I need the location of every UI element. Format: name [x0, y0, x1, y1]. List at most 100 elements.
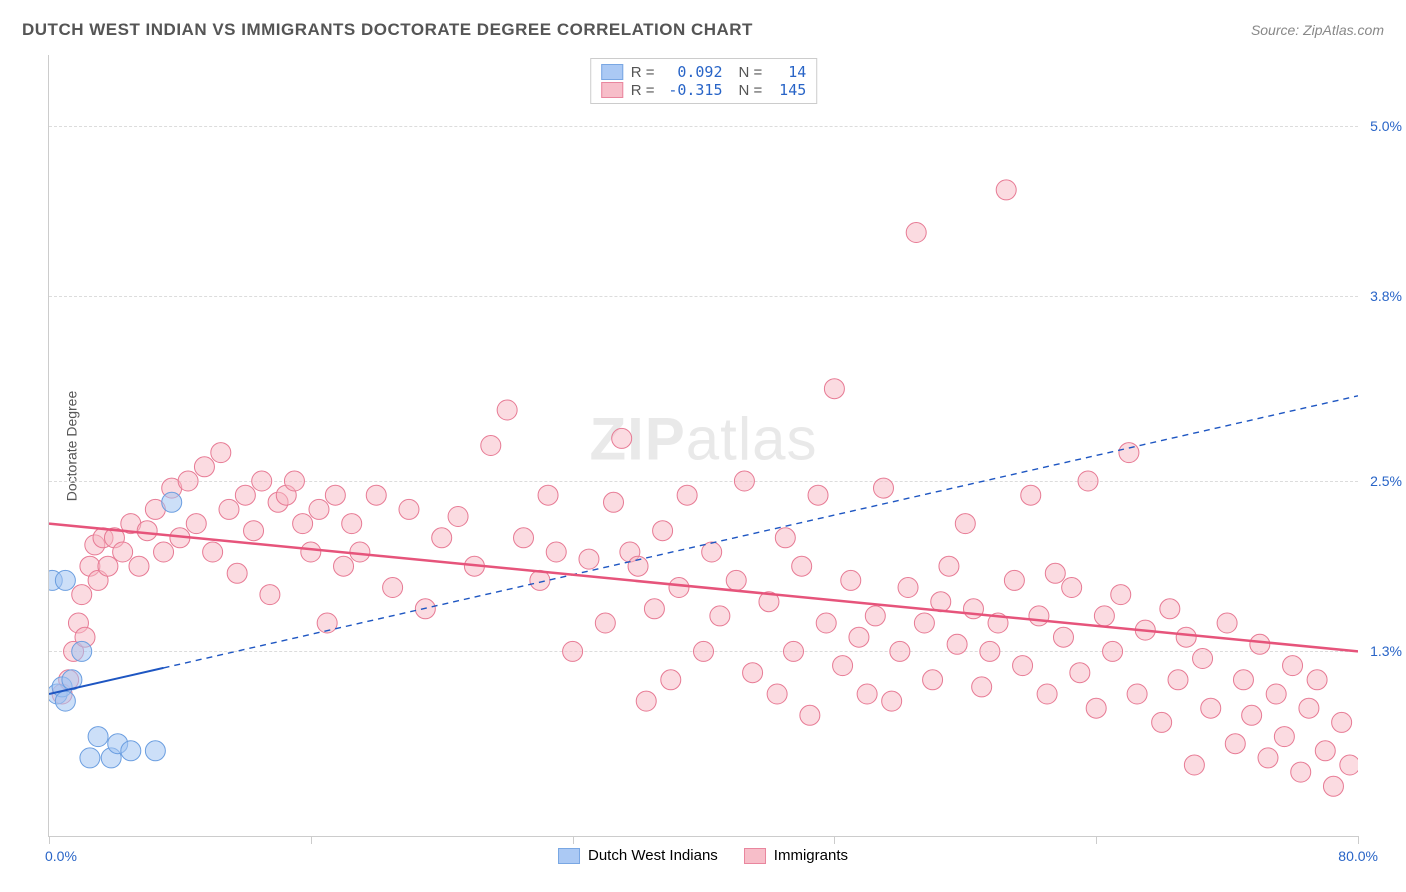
scatter-point-pink [203, 542, 223, 562]
scatter-point-blue [80, 748, 100, 768]
r-value-pink: -0.315 [663, 81, 723, 99]
scatter-point-pink [178, 471, 198, 491]
scatter-point-pink [1029, 606, 1049, 626]
scatter-point-pink [284, 471, 304, 491]
x-tick [1358, 836, 1359, 844]
x-tick-label-min: 0.0% [45, 848, 77, 864]
legend-label-pink: Immigrants [774, 847, 848, 864]
scatter-point-pink [1160, 599, 1180, 619]
scatter-point-pink [1258, 748, 1278, 768]
scatter-point-pink [186, 514, 206, 534]
scatter-point-pink [1242, 705, 1262, 725]
scatter-point-pink [1045, 563, 1065, 583]
scatter-point-pink [890, 641, 910, 661]
scatter-point-pink [849, 627, 869, 647]
n-value-blue: 14 [770, 63, 806, 81]
scatter-point-pink [783, 641, 803, 661]
scatter-point-pink [1053, 627, 1073, 647]
scatter-point-pink [1307, 670, 1327, 690]
scatter-point-pink [1340, 755, 1358, 775]
scatter-point-pink [497, 400, 517, 420]
y-tick-label: 1.3% [1370, 643, 1402, 659]
scatter-point-pink [1078, 471, 1098, 491]
series-legend: Dutch West Indians Immigrants [558, 847, 848, 864]
scatter-point-pink [726, 570, 746, 590]
r-label: R = [631, 64, 655, 81]
swatch-pink [601, 82, 623, 98]
scatter-point-pink [1094, 606, 1114, 626]
scatter-point-pink [325, 485, 345, 505]
x-tick [834, 836, 835, 844]
scatter-point-pink [1119, 443, 1139, 463]
scatter-point-pink [383, 578, 403, 598]
scatter-point-pink [309, 499, 329, 519]
scatter-point-blue [55, 691, 75, 711]
scatter-point-blue [162, 492, 182, 512]
scatter-point-pink [1299, 698, 1319, 718]
trend-line-pink [49, 524, 1358, 652]
scatter-point-pink [833, 656, 853, 676]
scatter-point-pink [980, 641, 1000, 661]
scatter-point-pink [342, 514, 362, 534]
scatter-point-pink [677, 485, 697, 505]
scatter-point-pink [137, 521, 157, 541]
scatter-point-pink [1176, 627, 1196, 647]
scatter-point-pink [644, 599, 664, 619]
scatter-point-blue [145, 741, 165, 761]
scatter-point-pink [865, 606, 885, 626]
scatter-point-pink [1103, 641, 1123, 661]
scatter-point-pink [636, 691, 656, 711]
trend-line-blue-dashed [164, 396, 1358, 668]
scatter-point-pink [1152, 712, 1172, 732]
scatter-point-pink [1283, 656, 1303, 676]
plot-area: ZIPatlas R = 0.092 N = 14 R = -0.315 N =… [48, 55, 1358, 837]
scatter-point-pink [595, 613, 615, 633]
scatter-point-pink [792, 556, 812, 576]
x-tick-label-max: 80.0% [1338, 848, 1378, 864]
scatter-point-pink [1111, 585, 1131, 605]
chart-title: DUTCH WEST INDIAN VS IMMIGRANTS DOCTORAT… [22, 20, 753, 40]
scatter-point-pink [734, 471, 754, 491]
scatter-point-pink [211, 443, 231, 463]
scatter-point-pink [538, 485, 558, 505]
scatter-point-pink [72, 585, 92, 605]
scatter-point-pink [399, 499, 419, 519]
scatter-point-pink [800, 705, 820, 725]
scatter-point-pink [947, 634, 967, 654]
scatter-point-pink [481, 436, 501, 456]
scatter-point-pink [1070, 663, 1090, 683]
correlation-legend: R = 0.092 N = 14 R = -0.315 N = 145 [590, 58, 818, 104]
scatter-point-pink [694, 641, 714, 661]
scatter-point-pink [612, 428, 632, 448]
scatter-point-pink [219, 499, 239, 519]
scatter-point-blue [55, 570, 75, 590]
scatter-point-pink [334, 556, 354, 576]
scatter-point-pink [767, 684, 787, 704]
scatter-point-pink [808, 485, 828, 505]
scatter-point-pink [1184, 755, 1204, 775]
scatter-point-pink [873, 478, 893, 498]
scatter-point-pink [1168, 670, 1188, 690]
scatter-point-blue [88, 727, 108, 747]
scatter-point-pink [1225, 734, 1245, 754]
scatter-point-pink [972, 677, 992, 697]
scatter-point-pink [816, 613, 836, 633]
scatter-point-pink [563, 641, 583, 661]
scatter-point-pink [1266, 684, 1286, 704]
scatter-point-pink [227, 563, 247, 583]
scatter-point-pink [546, 542, 566, 562]
plot-svg [49, 55, 1358, 836]
scatter-point-blue [121, 741, 141, 761]
scatter-point-pink [235, 485, 255, 505]
scatter-point-pink [1127, 684, 1147, 704]
r-value-blue: 0.092 [663, 63, 723, 81]
scatter-point-pink [293, 514, 313, 534]
r-label: R = [631, 82, 655, 99]
scatter-point-pink [743, 663, 763, 683]
x-tick [573, 836, 574, 844]
x-tick [311, 836, 312, 844]
scatter-point-pink [1291, 762, 1311, 782]
scatter-point-pink [841, 570, 861, 590]
scatter-point-pink [1062, 578, 1082, 598]
scatter-point-pink [775, 528, 795, 548]
